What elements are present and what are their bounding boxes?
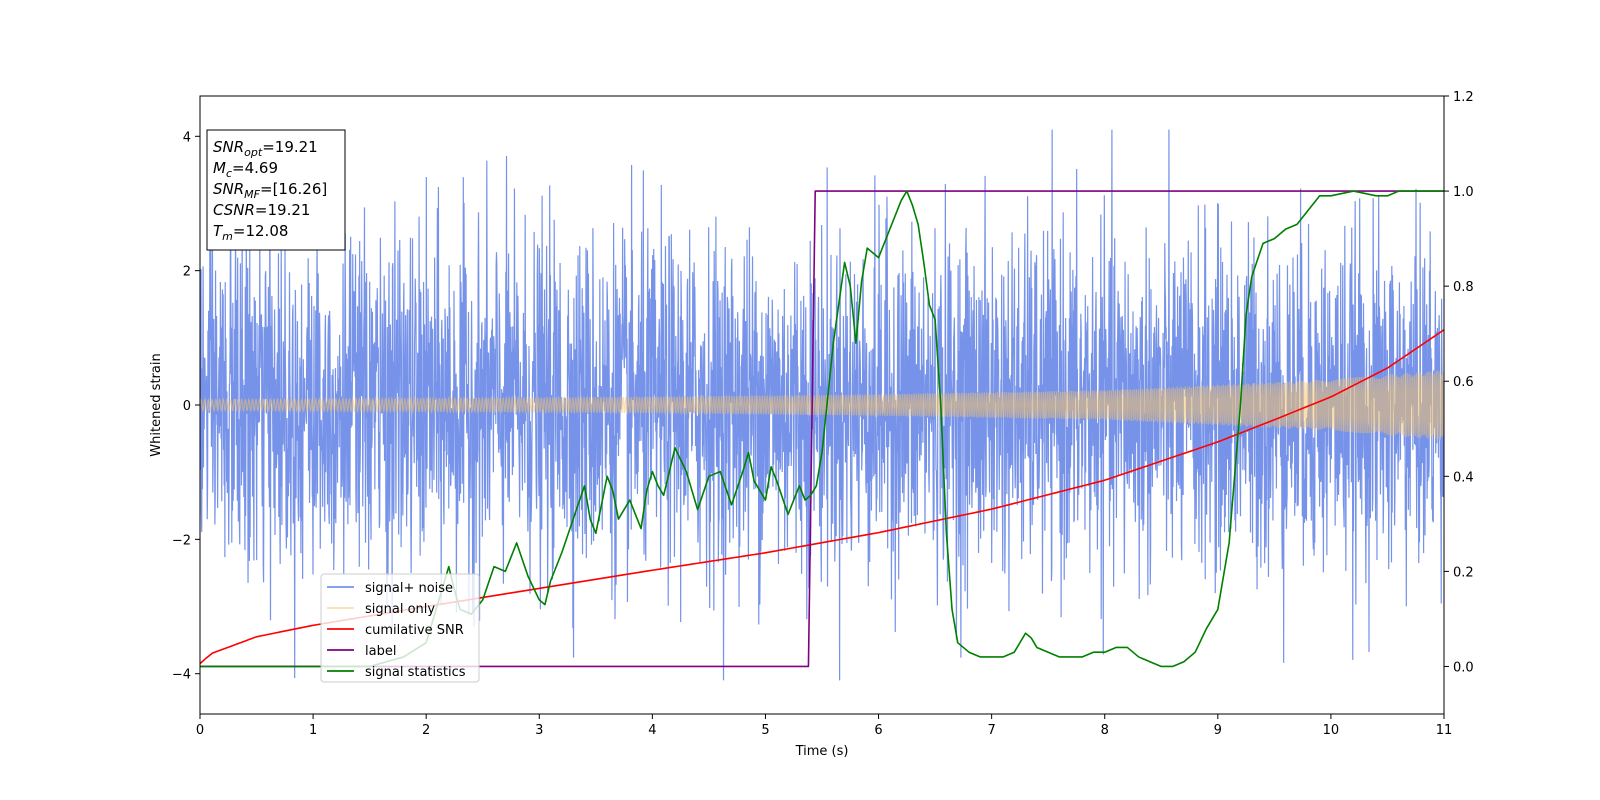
info-value: =4.69 — [232, 159, 278, 177]
y-axis-label: Whitened strain — [149, 353, 164, 456]
series-line-signal-only — [200, 370, 1444, 440]
info-subscript: MF — [244, 188, 260, 201]
y-right-tick-label: 0.6 — [1453, 375, 1474, 390]
x-tick-label: 2 — [422, 723, 430, 738]
info-line: SNRMF=[16.26] — [213, 180, 327, 201]
info-subscript: m — [222, 230, 233, 243]
info-line: CSNR=19.21 — [213, 201, 310, 219]
info-line: Mc=4.69 — [213, 159, 278, 180]
info-value: =19.21 — [262, 138, 318, 156]
y-right-tick-label: 0.2 — [1453, 565, 1474, 580]
info-symbol: SNR — [213, 180, 244, 198]
x-axis-label: Time (s) — [795, 744, 849, 759]
y-left-tick-label: −4 — [172, 668, 191, 683]
legend-label: label — [365, 644, 396, 659]
x-axis: 0 1 2 3 4 5 6 7 8 9 10 11 — [196, 714, 1452, 738]
info-value: =12.08 — [233, 222, 289, 240]
y-right-tick-label: 0.0 — [1453, 660, 1474, 675]
legend-label: signal+ noise — [365, 581, 453, 596]
info-line: SNRopt=19.21 — [213, 138, 318, 159]
x-tick-label: 3 — [535, 723, 543, 738]
y-right-tick-label: 1.2 — [1453, 90, 1474, 105]
y-axis-right: 0.0 0.2 0.4 0.6 0.8 1.0 1.2 — [1444, 90, 1474, 675]
info-subscript: opt — [244, 146, 263, 159]
y-left-tick-label: 0 — [183, 399, 191, 414]
legend-label: signal statistics — [365, 665, 466, 680]
x-tick-label: 11 — [1436, 723, 1453, 738]
y-right-tick-label: 0.4 — [1453, 470, 1474, 485]
info-box-frame — [206, 129, 346, 251]
legend-label: cumilative SNR — [365, 623, 464, 638]
legend: signal+ noise signal only cumilative SNR la… — [320, 573, 480, 683]
x-tick-label: 4 — [648, 723, 656, 738]
x-tick-label: 8 — [1101, 723, 1109, 738]
x-tick-label: 0 — [196, 723, 204, 738]
info-symbol: T — [213, 222, 224, 240]
info-symbol: M — [213, 159, 226, 177]
y-left-tick-label: 4 — [183, 130, 191, 145]
info-subscript: c — [226, 167, 232, 180]
info-line: Tm=12.08 — [213, 222, 288, 243]
y-left-tick-label: −2 — [172, 533, 191, 548]
info-box: SNRopt=19.21Mc=4.69SNRMF=[16.26]CSNR=19.… — [206, 129, 346, 251]
x-tick-label: 6 — [874, 723, 882, 738]
series-line-signal-statistics — [200, 190, 1444, 668]
legend-frame — [320, 573, 480, 683]
x-tick-label: 5 — [761, 723, 769, 738]
info-symbol: CSNR — [213, 201, 255, 219]
y-axis-left: −4 −2 0 2 4 — [172, 130, 200, 683]
y-right-tick-label: 1.0 — [1453, 185, 1474, 200]
x-tick-label: 9 — [1214, 723, 1222, 738]
y-left-tick-label: 2 — [183, 265, 191, 280]
info-value: =[16.26] — [260, 180, 327, 198]
info-value: =19.21 — [255, 201, 311, 219]
info-symbol: SNR — [213, 138, 244, 156]
x-tick-label: 7 — [987, 723, 995, 738]
x-tick-label: 1 — [309, 723, 317, 738]
x-tick-label: 10 — [1323, 723, 1340, 738]
series-line-label — [200, 190, 1444, 668]
y-right-tick-label: 0.8 — [1453, 280, 1474, 295]
legend-label: signal only — [365, 602, 435, 617]
